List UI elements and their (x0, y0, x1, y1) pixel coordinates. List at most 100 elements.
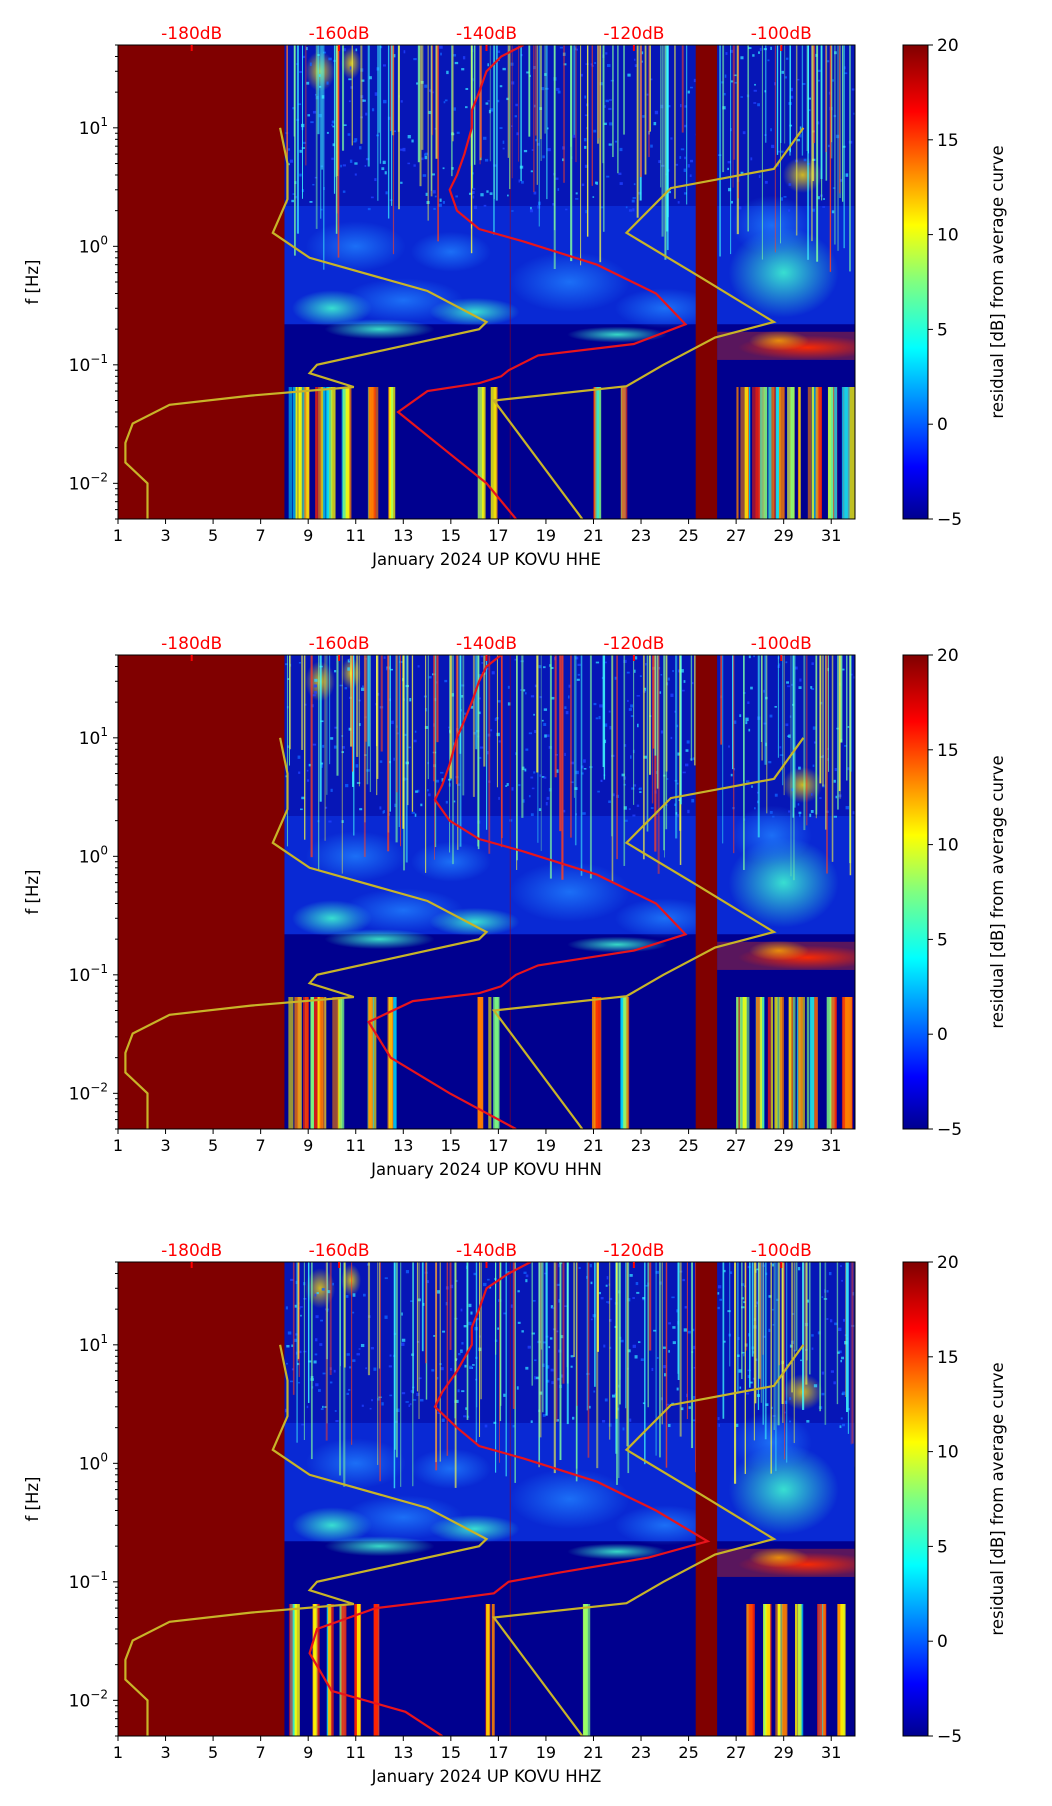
transient-stripe (602, 45, 605, 232)
noise-speck (812, 764, 815, 767)
noise-speck (383, 99, 387, 104)
transient-stripe (554, 655, 557, 778)
noise-speck (302, 141, 307, 144)
noise-speck (342, 746, 345, 749)
noise-speck (832, 187, 836, 190)
colorbar-tick-label: −5 (937, 1120, 962, 1140)
transient-stripe (489, 45, 491, 162)
noise-speck (487, 100, 490, 102)
noise-speck (557, 188, 560, 191)
transient-stripe (544, 45, 546, 134)
noise-speck (416, 1392, 420, 1397)
noise-speck (299, 173, 302, 177)
noise-speck (361, 79, 365, 82)
noise-speck (660, 674, 663, 676)
noise-speck (609, 725, 612, 730)
colorbar-tick-label: −5 (937, 510, 962, 530)
noise-speck (765, 1403, 769, 1406)
transient-stripe (292, 1262, 295, 1395)
x-tick-label: 9 (303, 526, 313, 545)
noise-speck (570, 1365, 573, 1368)
noise-speck (408, 1404, 410, 1408)
low-frequency-burst (387, 996, 390, 1129)
heatmap-blob (429, 1514, 520, 1543)
noise-speck (800, 1359, 802, 1362)
noise-speck (772, 815, 775, 818)
noise-speck (796, 138, 800, 142)
x-axis-label: January 2024 UP KOVU HHE (371, 550, 601, 569)
noise-speck (468, 1321, 472, 1326)
noise-speck (309, 62, 312, 67)
transient-stripe (636, 45, 639, 218)
noise-speck (358, 1348, 361, 1350)
noise-speck (605, 99, 609, 103)
y-tick-label: 100 (79, 843, 108, 867)
noise-speck (817, 69, 821, 73)
noise-speck (525, 692, 527, 695)
noise-speck (294, 195, 298, 199)
noise-speck (485, 102, 489, 105)
noise-speck (750, 1381, 753, 1384)
noise-speck (743, 1301, 746, 1304)
y-tick-label: 10−1 (69, 1569, 108, 1593)
noise-speck (416, 82, 419, 85)
noise-speck (583, 767, 587, 770)
transient-stripe (732, 655, 734, 770)
transient-stripe (505, 1262, 507, 1477)
reference-curve-low (124, 1344, 489, 1736)
noise-speck (717, 1417, 720, 1421)
noise-speck (424, 152, 429, 156)
noise-speck (624, 819, 628, 822)
transient-stripe (791, 1262, 793, 1393)
noise-speck (538, 665, 542, 669)
noise-speck (687, 1330, 691, 1334)
noise-speck (315, 1383, 319, 1387)
transient-stripe (642, 655, 645, 860)
noise-speck (631, 199, 635, 203)
noise-speck (568, 695, 570, 699)
low-frequency-burst (828, 386, 834, 519)
transient-stripe (466, 1262, 469, 1354)
noise-speck (460, 1350, 463, 1353)
noise-speck (306, 81, 310, 85)
noise-speck (518, 784, 521, 787)
noise-speck (769, 810, 773, 814)
transient-stripe (425, 655, 427, 873)
noise-speck (533, 771, 536, 774)
noise-speck (511, 81, 515, 85)
noise-speck (630, 715, 634, 718)
noise-speck (812, 208, 815, 212)
noise-speck (350, 86, 353, 89)
noise-speck (462, 56, 466, 60)
noise-speck (675, 163, 679, 166)
transient-stripe (436, 655, 439, 743)
noise-speck (410, 1390, 414, 1393)
noise-speck (789, 1344, 793, 1348)
noise-speck (575, 192, 578, 195)
noise-speck (834, 1322, 838, 1326)
noise-speck (584, 145, 587, 149)
low-frequency-burst (777, 1603, 781, 1736)
noise-speck (449, 1284, 454, 1289)
transient-stripe (559, 655, 562, 832)
transient-stripe (335, 45, 338, 234)
noise-speck (497, 700, 501, 703)
noise-speck (442, 1330, 446, 1333)
noise-speck (753, 89, 757, 92)
noise-speck (320, 208, 323, 211)
noise-speck (525, 1279, 528, 1283)
noise-speck (828, 1271, 832, 1276)
low-frequency-burst (826, 996, 832, 1129)
transient-stripe (358, 655, 360, 787)
low-frequency-burst (328, 1603, 334, 1736)
low-frequency-burst (840, 1603, 846, 1736)
noise-speck (381, 1402, 384, 1406)
mean-psd-curve (367, 655, 688, 1129)
low-frequency-burst (736, 386, 739, 519)
noise-speck (799, 134, 802, 138)
db-scale-label: -180dB (161, 1241, 222, 1261)
x-tick-label: 7 (256, 1136, 266, 1155)
transient-stripe (566, 1262, 569, 1425)
noise-speck (576, 48, 579, 51)
noise-speck (315, 93, 317, 96)
